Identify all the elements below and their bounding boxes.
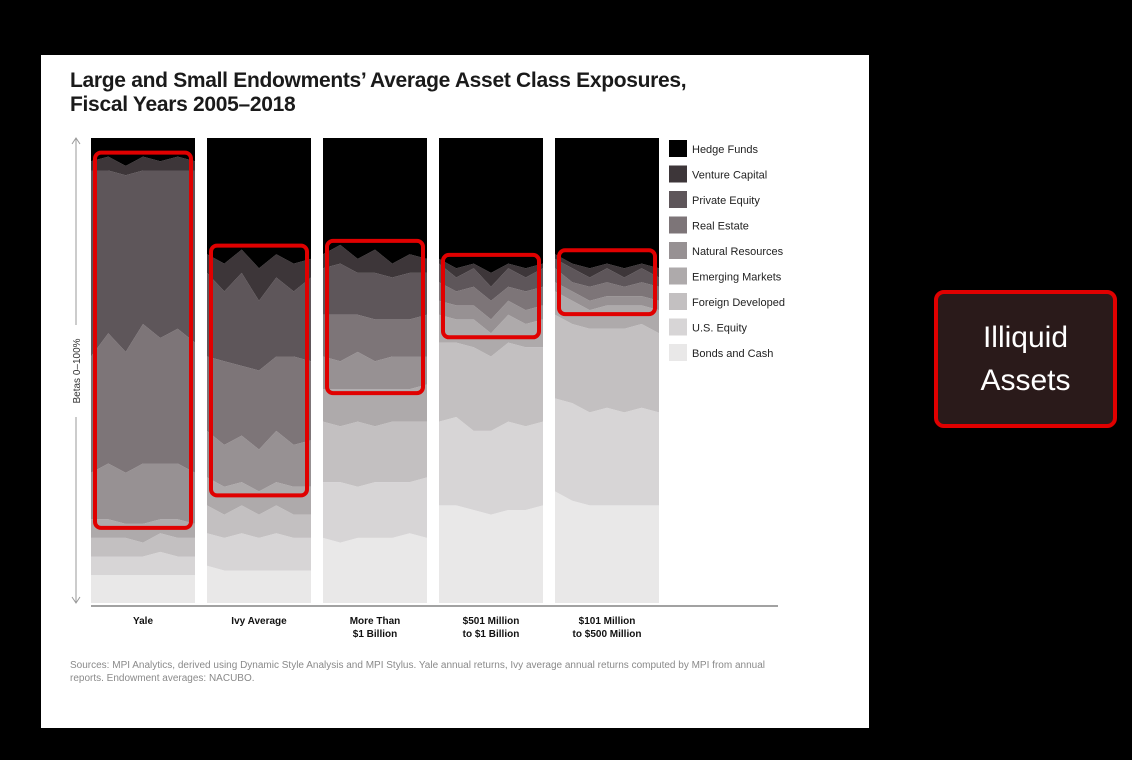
area-yale-natural-resources — [91, 463, 195, 524]
legend-label-hedge-funds: Hedge Funds — [692, 144, 759, 156]
area-ivy-average-foreign-developed — [207, 505, 311, 538]
x-label-yale: Yale — [133, 616, 153, 627]
area-more-than-1-billion-u-s-equity — [323, 477, 427, 543]
area-ivy-average-hedge-funds — [207, 138, 311, 269]
area-101-million-to-500-million-venture-capital — [555, 254, 659, 278]
y-axis-label: Betas 0–100% — [72, 338, 83, 403]
legend-label-bonds-and-cash: Bonds and Cash — [692, 348, 773, 360]
area-101-million-to-500-million-foreign-developed — [555, 314, 659, 413]
legend-label-real-estate: Real Estate — [692, 221, 749, 233]
area-ivy-average-natural-resources — [207, 430, 311, 492]
area-more-than-1-billion-private-equity — [323, 263, 427, 320]
area-501-million-to-1-billion-private-equity — [439, 263, 543, 301]
illiquid-assets-callout: Illiquid Assets — [934, 290, 1117, 428]
area-yale-emerging-markets — [91, 519, 195, 543]
area-101-million-to-500-million-hedge-funds — [555, 138, 659, 269]
legend-label-emerging-markets: Emerging Markets — [692, 272, 782, 284]
area-more-than-1-billion-venture-capital — [323, 244, 427, 278]
legend-label-u-s-equity: U.S. Equity — [692, 323, 748, 335]
area-501-million-to-1-billion-hedge-funds — [439, 138, 543, 273]
chart-source: Sources: MPI Analytics, derived using Dy… — [70, 660, 765, 684]
legend-swatch-private-equity — [669, 191, 687, 208]
highlight-box-101-million-to-500-million — [557, 248, 657, 317]
area-101-million-to-500-million-private-equity — [555, 258, 659, 287]
area-501-million-to-1-billion-bonds-and-cash — [439, 505, 543, 603]
area-more-than-1-billion-foreign-developed — [323, 421, 427, 487]
highlight-box-yale — [93, 150, 193, 530]
area-more-than-1-billion-natural-resources — [323, 351, 427, 390]
legend-label-foreign-developed: Foreign Developed — [692, 297, 785, 309]
y-axis-arrow-up — [71, 137, 81, 145]
area-501-million-to-1-billion-u-s-equity — [439, 417, 543, 515]
area-more-than-1-billion-hedge-funds — [323, 138, 427, 264]
chart-card: Yale Ivy Average More Than $1 Billion $501 M… — [41, 55, 869, 728]
legend-label-private-equity: Private Equity — [692, 195, 760, 207]
legend-swatch-emerging-markets — [669, 267, 687, 285]
area-501-million-to-1-billion-venture-capital — [439, 258, 543, 287]
highlight-box-ivy-average — [209, 243, 309, 498]
area-more-than-1-billion-real-estate — [323, 314, 427, 362]
area-ivy-average-real-estate — [207, 356, 311, 450]
legend-swatch-bonds-and-cash — [669, 344, 687, 361]
chart-title: Large and Small Endowments’ Average Asse… — [70, 69, 687, 116]
x-label-more-than-1-billion: More Than $1 Billion — [350, 616, 401, 640]
area-ivy-average-bonds-and-cash — [207, 565, 311, 603]
area-more-than-1-billion-bonds-and-cash — [323, 533, 427, 603]
area-yale-foreign-developed — [91, 533, 195, 557]
legend-swatch-real-estate — [669, 216, 687, 234]
legend-swatch-venture-capital — [669, 165, 687, 183]
highlight-box-more-than-1-billion — [325, 238, 425, 396]
callout-text: Illiquid Assets — [980, 321, 1071, 397]
area-yale-u-s-equity — [91, 551, 195, 576]
area-ivy-average-venture-capital — [207, 249, 311, 301]
area-more-than-1-billion-emerging-markets — [323, 384, 427, 427]
legend-swatch-foreign-developed — [669, 293, 687, 310]
area-101-million-to-500-million-natural-resources — [555, 282, 659, 311]
area-yale-real-estate — [91, 324, 195, 473]
area-101-million-to-500-million-u-s-equity — [555, 398, 659, 506]
area-yale-bonds-and-cash — [91, 575, 195, 603]
legend-swatch-natural-resources — [669, 242, 687, 259]
area-101-million-to-500-million-real-estate — [555, 268, 659, 301]
area-101-million-to-500-million-bonds-and-cash — [555, 491, 659, 603]
area-501-million-to-1-billion-foreign-developed — [439, 342, 543, 431]
legend-swatch-hedge-funds — [669, 140, 687, 157]
chart-plot: Yale Ivy Average More Than $1 Billion $501 M… — [71, 137, 785, 640]
x-label-101-million-to-500-million: $101 Million to $500 Million — [573, 616, 642, 640]
area-ivy-average-u-s-equity — [207, 533, 311, 571]
x-label-501-million-to-1-billion: $501 Million to $1 Billion — [463, 616, 520, 640]
legend-swatch-u-s-equity — [669, 318, 687, 336]
y-axis-arrow-down — [71, 596, 81, 604]
highlight-box-501-million-to-1-billion — [441, 252, 541, 340]
area-ivy-average-private-equity — [207, 272, 311, 371]
legend-label-venture-capital: Venture Capital — [692, 170, 767, 182]
x-label-ivy-average: Ivy Average — [231, 616, 287, 627]
legend-label-natural-resources: Natural Resources — [692, 246, 784, 258]
area-yale-private-equity — [91, 170, 195, 357]
area-501-million-to-1-billion-natural-resources — [439, 300, 543, 334]
